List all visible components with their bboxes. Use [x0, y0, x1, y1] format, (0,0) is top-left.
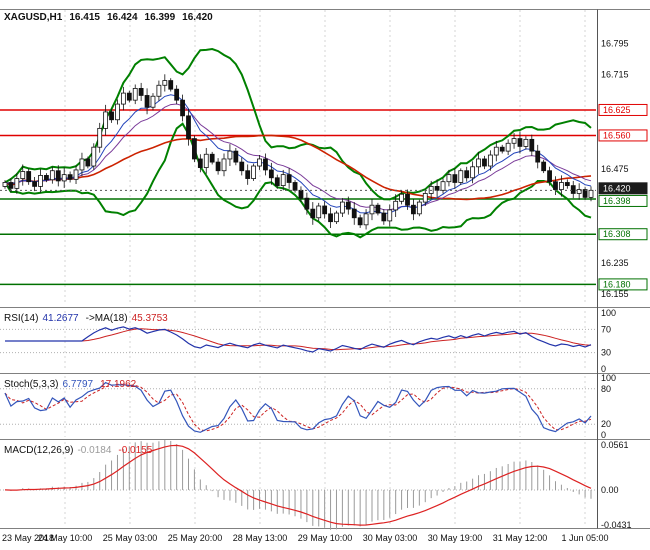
price-tick-label: 16.795: [601, 38, 629, 48]
macd-scale-label: 0.0561: [601, 440, 629, 450]
rsi-level-label: 70: [601, 324, 611, 334]
stoch-level-label: 80: [601, 384, 611, 394]
price-tick-label: 16.715: [601, 70, 629, 80]
current-price-badge: [598, 182, 648, 195]
time-label: 23 May 2018: [2, 533, 54, 543]
frame: [0, 9, 650, 529]
stoch-level-label: 0: [601, 430, 606, 440]
price-tick-label: 16.235: [601, 258, 629, 268]
support-badge-label: 16.398: [603, 196, 631, 206]
price-scale[interactable]: 16.795 16.715 16.475 16.235 16.155 16.625 16.5…: [598, 38, 648, 299]
rsi-level-label: 0: [601, 364, 606, 374]
time-label: 28 May 13:00: [233, 533, 288, 543]
resistance-badge: [598, 129, 648, 142]
time-label: 25 May 03:00: [103, 533, 158, 543]
time-label: 29 May 10:00: [298, 533, 353, 543]
grid: [64, 10, 586, 527]
resistance-badge-label: 16.625: [603, 105, 631, 115]
support-badge: [598, 194, 648, 207]
price-tick-label: 16.155: [601, 289, 629, 299]
macd-panel: 0.0561 0.00 -0.0431: [0, 439, 632, 530]
time-label: 31 May 12:00: [493, 533, 548, 543]
moving-averages: [4, 94, 592, 215]
support-badge: [598, 278, 648, 291]
macd-scale-label: -0.0431: [601, 520, 632, 530]
rsi-level-label: 100: [601, 308, 616, 318]
time-label: 25 May 20:00: [168, 533, 223, 543]
candles: [2, 74, 594, 230]
time-label: 1 Jun 05:00: [561, 533, 608, 543]
stoch-level-label: 100: [601, 373, 616, 383]
resistance-badge: [598, 103, 648, 116]
time-label: 30 May 19:00: [428, 533, 483, 543]
time-label: 24 May 10:00: [38, 533, 93, 543]
stoch-level-label: 20: [601, 419, 611, 429]
time-label: 30 May 03:00: [363, 533, 418, 543]
support-badge-label: 16.308: [603, 229, 631, 239]
price-tick-label: 16.475: [601, 164, 629, 174]
current-price-badge-label: 16.420: [603, 183, 631, 193]
support-badge-label: 16.180: [603, 279, 631, 289]
resistance-badge-label: 16.560: [603, 130, 631, 140]
rsi-level-label: 30: [601, 348, 611, 358]
rsi-panel: 100 70 30 0: [0, 308, 616, 374]
macd-scale-label: 0.00: [601, 485, 619, 495]
support-badge: [598, 228, 648, 241]
bollinger-bands: [4, 47, 592, 239]
